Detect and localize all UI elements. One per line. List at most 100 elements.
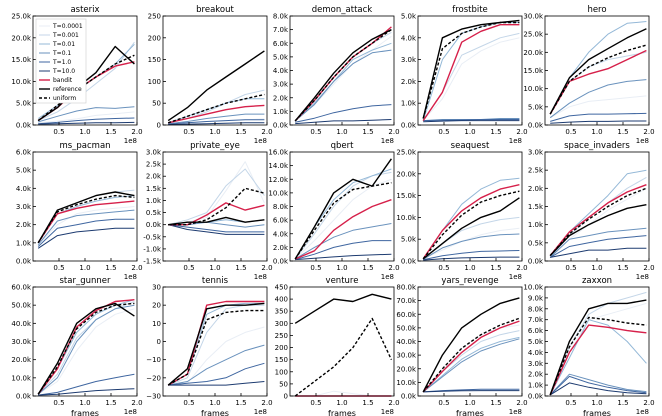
subplot-demon_attack: 0.0k 1.0k 2.0k 3.0k 4.0k 5.0k 6.0k 7.0k 8.0k 0.5 1…: [273, 5, 400, 145]
y-tick-label: 14.0k: [268, 162, 289, 170]
series-line-T=1.0: [423, 119, 520, 122]
y-tick-label: 2.5k: [146, 161, 162, 169]
x-offset-label: 1e8: [509, 137, 522, 145]
y-tick-label: 25.0k: [11, 13, 32, 21]
x-tick-label: 2.0: [388, 399, 399, 407]
x-tick-label: 0.5: [183, 264, 194, 272]
series-line-uniform: [37, 54, 135, 122]
series-line-reference: [294, 28, 392, 122]
legend: T=0.0001 T=0.001 T=0.01 T=0.1 T=1.0 T=10.0 ban…: [35, 18, 87, 104]
series-line-uniform: [422, 190, 520, 260]
y-tick-label: 20.0k: [396, 170, 417, 178]
y-tick-label: 2.0k: [146, 173, 162, 181]
y-tick-label: 5.0k: [528, 103, 544, 111]
series-line-uniform: [167, 93, 265, 124]
y-tick-label: 5.0k: [401, 236, 417, 244]
series-line-uniform: [294, 182, 392, 260]
y-tick-label: 2.0k: [273, 244, 289, 252]
y-tick-label: 10.0k: [396, 214, 417, 222]
y-tick-label: −10: [146, 356, 161, 364]
series-line-bandit: [294, 199, 392, 260]
x-tick-label: 0.5: [53, 264, 64, 272]
x-tick-label: 0.5: [438, 399, 449, 407]
x-offset-label: 1e8: [636, 273, 649, 281]
y-tick-label: 200: [148, 34, 161, 42]
x-offset-label: 1e8: [124, 408, 137, 416]
x-tick-label: 2.0: [516, 264, 527, 272]
series-line-T=1.0: [550, 112, 647, 122]
y-tick-label: 350: [275, 308, 288, 316]
y-tick-label: 30: [152, 284, 161, 292]
x-offset-label: 1e8: [381, 408, 394, 416]
y-tick-label: 10.0k: [523, 284, 544, 292]
y-tick-label: 8.0k: [528, 305, 544, 313]
x-tick-label: 1.5: [105, 128, 116, 136]
series-line-T=0.1: [422, 338, 520, 393]
series-line-T=10.0: [168, 224, 265, 235]
x-tick-label: 2.0: [516, 128, 527, 136]
y-tick-label: 50: [152, 100, 161, 108]
y-tick-label: 5.0k: [528, 338, 544, 346]
series-line-uniform: [294, 317, 393, 397]
x-tick-label: 1.0: [464, 128, 475, 136]
y-tick-label: 20.0k: [396, 365, 417, 373]
y-tick-label: 1.0k: [273, 108, 289, 116]
y-tick-label: 6.0k: [16, 149, 32, 157]
y-tick-label: 6.0k: [273, 40, 289, 48]
x-tick-label: 1.5: [617, 128, 628, 136]
y-tick-label: 80.0k: [396, 284, 417, 292]
y-tick-label: 200: [275, 344, 288, 352]
x-tick-label: 1.5: [617, 264, 628, 272]
series-line-bandit: [549, 49, 647, 115]
series-line-T=10.0: [37, 227, 135, 249]
series-line-uniform: [294, 29, 392, 122]
x-offset-label: 1e8: [254, 137, 267, 145]
series-line-T=10.0: [550, 120, 647, 124]
y-tick-label: 25.0k: [396, 149, 417, 157]
y-tick-label: 30.0k: [11, 338, 32, 346]
series-line-reference: [422, 297, 520, 393]
y-tick-label: 0.0k: [528, 122, 544, 130]
subplot-title: qbert: [331, 141, 355, 151]
x-tick-label: 1.0: [79, 264, 90, 272]
y-tick-label: 2.0k: [273, 94, 289, 102]
series-line-T=10.0: [549, 382, 647, 396]
y-tick-label: 40.0k: [396, 338, 417, 346]
series-line-T=0.1: [37, 209, 135, 246]
y-tick-label: 1.0k: [146, 197, 162, 205]
y-tick-label: 1.0k: [401, 100, 417, 108]
y-tick-label: 16.0k: [268, 149, 289, 157]
y-tick-label: 0.0k: [401, 122, 417, 130]
subplot-seaquest: 0.0k 5.0k 10.0k 15.0k 20.0k 25.0k 0.5 1.0 1.5 2.0…: [396, 141, 527, 281]
x-axis-label: frames: [201, 409, 229, 416]
x-tick-label: 1.0: [336, 399, 347, 407]
series-line-T=0.1: [168, 344, 265, 386]
series-line-T=1.0: [295, 240, 392, 261]
x-tick-label: 1.0: [464, 399, 475, 407]
series-line-T=10.0: [295, 119, 392, 125]
x-tick-label: 0.5: [53, 399, 64, 407]
subplot-ms_pacman: 0.0k 1.0k 2.0k 3.0k 4.0k 5.0k 6.0k 0.5 1.0 1.5 2.0…: [16, 141, 143, 281]
y-tick-label: 150: [275, 356, 288, 364]
y-tick-label: 4.0k: [16, 185, 32, 193]
y-tick-label: 15.0k: [396, 192, 417, 200]
x-offset-label: 1e8: [254, 273, 267, 281]
y-tick-label: 100: [148, 78, 161, 86]
y-tick-label: 150: [148, 56, 161, 64]
series-line-uniform: [422, 21, 520, 119]
y-tick-label: 20.0k: [11, 356, 32, 364]
plot-frame: [544, 286, 650, 397]
series-line-T=0.1: [549, 373, 647, 396]
x-tick-label: 2.0: [388, 128, 399, 136]
y-tick-label: 3.0k: [528, 360, 544, 368]
y-tick-label: 60.0k: [396, 311, 417, 319]
x-tick-label: 2.0: [261, 399, 272, 407]
subplot-title: venture: [326, 276, 359, 286]
x-tick-label: 1.5: [105, 399, 116, 407]
series-line-reference: [422, 197, 520, 260]
y-tick-label: 1.5k: [146, 185, 162, 193]
y-tick-label: 450: [275, 284, 288, 292]
series-line-uniform: [37, 302, 135, 395]
